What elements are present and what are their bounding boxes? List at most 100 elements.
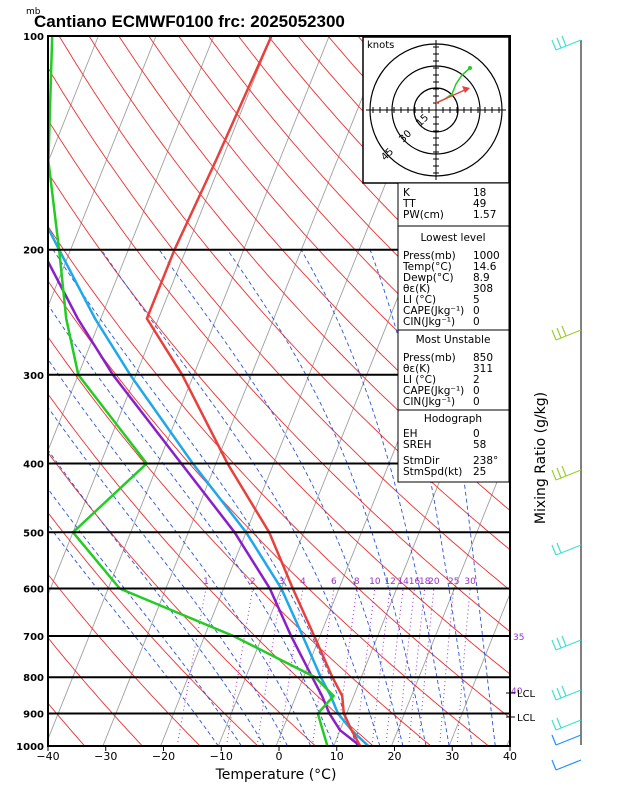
isotherm <box>48 36 272 596</box>
moist-adiabat <box>48 406 288 746</box>
table-value: 850 <box>473 352 493 364</box>
wind-barb <box>555 639 582 651</box>
mixing-ratio-label: 30 <box>464 577 476 587</box>
table-label: θε(K) <box>403 283 430 295</box>
table-heading: Lowest level <box>420 232 485 244</box>
dry-adiabat <box>48 451 316 746</box>
table-label: TT <box>402 198 416 210</box>
mixing-ratio-line <box>256 588 283 746</box>
side-label: 40 <box>511 687 523 697</box>
table-label: θε(K) <box>403 363 430 375</box>
table-value: 0 <box>473 316 480 328</box>
mixing-ratio-label: 14 <box>397 577 409 587</box>
table-label: Temp(°C) <box>402 261 452 273</box>
mixing-ratio-label: 25 <box>448 577 459 587</box>
pressure-tick-label: 400 <box>23 460 44 471</box>
pressure-tick-label: 100 <box>23 32 44 43</box>
isotherm <box>48 36 157 308</box>
mixing-ratio-label: 20 <box>428 577 440 587</box>
mixing-ratio-label: 6 <box>331 577 337 587</box>
mixing-ratio-label: 4 <box>300 577 306 587</box>
profile-lines <box>48 36 370 746</box>
pressure-tick-label: 900 <box>23 710 44 721</box>
dry-adiabat <box>48 67 510 591</box>
moist-adiabat <box>226 249 427 746</box>
pressure-tick-label: 700 <box>23 632 44 643</box>
mixing-ratio-label: 18 <box>419 577 431 587</box>
moist-adiabat <box>48 304 335 746</box>
wind-barbs <box>551 35 582 771</box>
dry-adiabat <box>48 336 432 746</box>
table-value: 2 <box>473 374 480 386</box>
table-value: 0 <box>473 385 480 397</box>
wind-barb <box>555 759 582 771</box>
mixing-ratio-label: 10 <box>369 577 381 587</box>
table-value: 18 <box>473 187 486 199</box>
table-value: 238° <box>473 455 498 467</box>
wind-barb <box>555 469 582 481</box>
table-value: 14.6 <box>473 261 497 273</box>
temperature-tick-label: 20 <box>388 750 402 763</box>
temperature-tick-label: 0 <box>276 750 283 763</box>
moist-adiabat <box>48 358 312 746</box>
mixing-ratio-line <box>408 588 426 746</box>
table-value: 0 <box>473 396 480 408</box>
table-value: 49 <box>473 198 486 210</box>
hodograph-inset: knots 15 30 45 <box>362 36 510 184</box>
table-label: LI (°C) <box>403 374 436 386</box>
temperature-tick-label: −40 <box>36 750 59 763</box>
table-value: 25 <box>473 466 486 478</box>
table-label: Dewp(°C) <box>403 272 454 284</box>
table-value: 58 <box>473 439 486 451</box>
storm-motion-arrow <box>435 88 468 104</box>
temperature-tick-label: −20 <box>152 750 175 763</box>
dry-adiabat <box>48 171 510 675</box>
pressure-tick-label: 200 <box>23 246 44 257</box>
temperature-tick-label: 30 <box>445 750 459 763</box>
mixing-ratio-line <box>439 588 455 746</box>
table-label: CIN(Jkg⁻¹) <box>403 316 455 328</box>
chart-title: Cantiano ECMWF0100 frc: 2025052300 <box>34 12 345 31</box>
table-value: 0 <box>473 305 480 317</box>
table-label: K <box>403 187 411 199</box>
wind-barb <box>555 689 582 701</box>
mixing-ratio-label: 3 <box>279 577 285 587</box>
table-value: 308 <box>473 283 493 295</box>
mixing-ratio-label: 8 <box>354 577 360 587</box>
lcl-label: LCL <box>517 713 536 724</box>
isotherm <box>390 448 510 746</box>
table-value: 311 <box>473 363 493 375</box>
dry-adiabat <box>148 36 510 435</box>
x-axis-label: Temperature (°C) <box>215 767 337 783</box>
pressure-tick-label: 1000 <box>16 742 44 753</box>
table-value: 5 <box>473 294 480 306</box>
mixing-ratio-line <box>226 588 254 746</box>
dry-adiabat <box>48 637 143 746</box>
isotherm <box>48 36 215 452</box>
table-value: 8.9 <box>473 272 490 284</box>
mixing-ratio-label: 2 <box>250 577 256 587</box>
temperature-tick-label: −30 <box>94 750 117 763</box>
table-label: EH <box>403 428 418 440</box>
temperature-line <box>145 36 362 746</box>
mixing-ratio-axis-label: Mixing Ratio (g/kg) <box>533 392 549 524</box>
mixing-ratio-label: 1 <box>203 577 209 587</box>
table-label: Press(mb) <box>403 250 456 262</box>
dry-adiabat <box>48 119 510 633</box>
wind-barb <box>555 329 582 341</box>
stats-table: K 18 TT 49 PW(cm) 1.57 Lowest level Press(mb) 10… <box>397 182 510 483</box>
dry-adiabat <box>88 36 510 512</box>
pressure-tick-label: 300 <box>23 371 44 382</box>
background-lines <box>48 36 510 746</box>
parcel-line <box>48 258 361 746</box>
isotherm <box>102 36 388 746</box>
virtual-parcel-line <box>48 225 370 746</box>
table-label: SREH <box>403 439 432 451</box>
pressure-tick-label: 500 <box>23 528 44 539</box>
pressure-unit: mb <box>26 7 41 17</box>
isotherm <box>448 592 510 746</box>
table-heading: Hodograph <box>424 413 482 425</box>
pressure-tick-label: 800 <box>23 673 44 684</box>
